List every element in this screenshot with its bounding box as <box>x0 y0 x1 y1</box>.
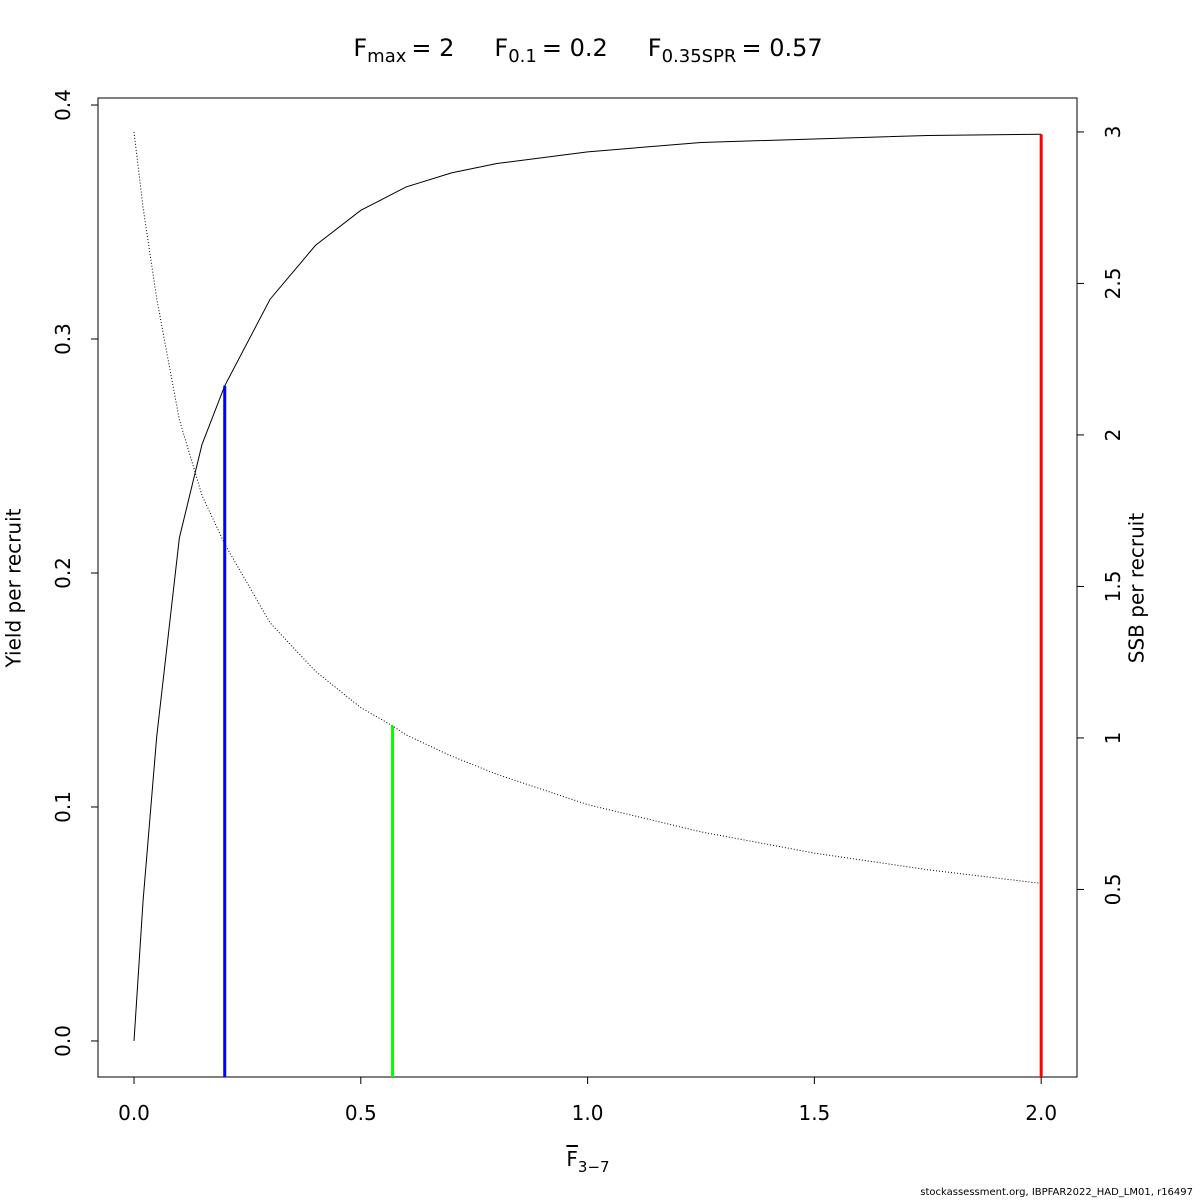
y-tick-label: 0.0 <box>51 1025 75 1057</box>
y-tick-label: 0.1 <box>51 791 75 823</box>
y2-tick-label: 2.5 <box>1101 268 1125 300</box>
footer: stockassessment.org, IBPFAR2022_HAD_LM01… <box>920 1187 1193 1198</box>
y2-tick-label: 1 <box>1101 732 1125 745</box>
x-tick-label: 0.5 <box>345 1101 377 1125</box>
x-tick-label: 1.5 <box>798 1101 830 1125</box>
chart-title: Fmax = 2 F0.1 = 0.2 F0.35SPR = 0.57 <box>353 34 822 67</box>
y-tick-label: 0.2 <box>51 557 75 589</box>
y2-tick-label: 0.5 <box>1101 874 1125 906</box>
y2-axis-label: SSB per recruit <box>1125 513 1149 664</box>
title-symbol: F <box>648 34 662 62</box>
y-axis-label: Yield per recruit <box>2 508 26 668</box>
x-tick-label: 0.0 <box>118 1101 150 1125</box>
y-tick-label: 0.3 <box>51 323 75 355</box>
curve <box>133 133 1042 1042</box>
y-tick-label: 0.4 <box>51 89 75 121</box>
title-value: = 0.57 <box>741 34 822 62</box>
title-subscript: 0.35SPR <box>662 46 737 67</box>
y2-tick-label: 2 <box>1101 429 1125 442</box>
title-symbol: F <box>353 34 367 62</box>
x-axis-label: F3−7 <box>566 1147 609 1176</box>
title-subscript: 0.1 <box>508 46 537 67</box>
plot-box <box>97 97 1078 1078</box>
title-subscript: max <box>367 46 407 67</box>
x-label-subscript: 3−7 <box>578 1158 610 1176</box>
curve <box>133 131 1042 884</box>
x-tick-label: 2.0 <box>1025 1101 1057 1125</box>
title-value: = 0.2 <box>542 34 608 62</box>
title-value: = 2 <box>411 34 454 62</box>
y2-tick-label: 3 <box>1101 126 1125 139</box>
title-symbol: F <box>494 34 508 62</box>
x-label-symbol: F <box>566 1147 578 1171</box>
x-tick-label: 1.0 <box>572 1101 604 1125</box>
y2-tick-label: 1.5 <box>1101 571 1125 603</box>
